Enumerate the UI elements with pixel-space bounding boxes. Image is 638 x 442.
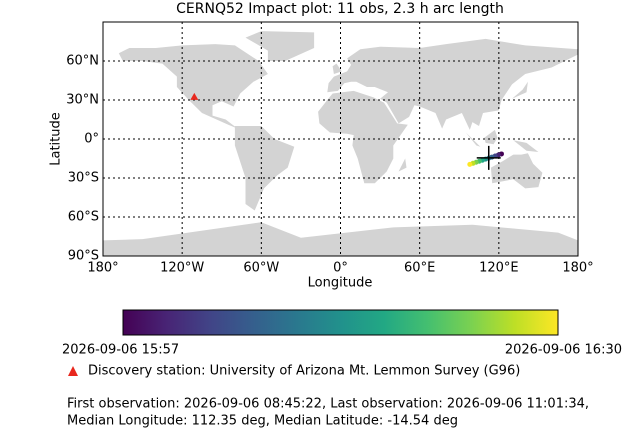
landmass	[484, 129, 498, 145]
colorbar-start-label: 2026-09-06 15:57	[62, 343, 179, 358]
y-tick-label: 30°S	[68, 171, 99, 186]
landmass	[118, 44, 268, 129]
station-marker	[190, 92, 199, 100]
y-tick-label: 60°S	[68, 210, 99, 225]
landmass	[398, 158, 407, 172]
x-tick-label: 0°	[333, 261, 348, 276]
footer-line: First observation: 2026-09-06 08:45:22, …	[67, 397, 589, 412]
landmass	[332, 63, 342, 74]
y-tick-label: 90°S	[68, 249, 99, 264]
landmass	[513, 140, 539, 152]
legend-text: Discovery station: University of Arizona…	[88, 364, 520, 379]
colorbar-end-label: 2026-09-06 16:30	[505, 343, 622, 358]
x-axis-label: Longitude	[308, 276, 373, 291]
y-tick-label: 0°	[84, 132, 99, 147]
median-marker	[476, 145, 501, 170]
chart-title: CERNQ52 Impact plot: 11 obs, 2.3 h arc l…	[176, 1, 504, 17]
y-tick-label: 60°N	[66, 54, 99, 69]
x-tick-label: 180°	[87, 261, 118, 276]
x-tick-label: 120°W	[160, 261, 204, 276]
landmass	[512, 81, 528, 99]
landmass	[327, 38, 578, 130]
legend-marker	[68, 366, 78, 376]
impact-point	[467, 161, 473, 167]
y-axis-label: Latitude	[49, 112, 64, 166]
landmass	[245, 31, 315, 61]
landmass	[234, 126, 295, 211]
x-tick-label: 180°	[562, 261, 593, 276]
landmass	[169, 48, 193, 67]
x-tick-label: 60°W	[243, 261, 279, 276]
footer-line: Median Longitude: 112.35 deg, Median Lat…	[67, 414, 458, 429]
x-tick-label: 60°E	[404, 261, 435, 276]
y-tick-label: 30°N	[66, 93, 99, 108]
landmass	[490, 153, 543, 189]
landmass	[103, 222, 578, 256]
landmass	[465, 132, 481, 147]
colorbar	[122, 309, 559, 336]
x-tick-label: 120°E	[479, 261, 519, 276]
